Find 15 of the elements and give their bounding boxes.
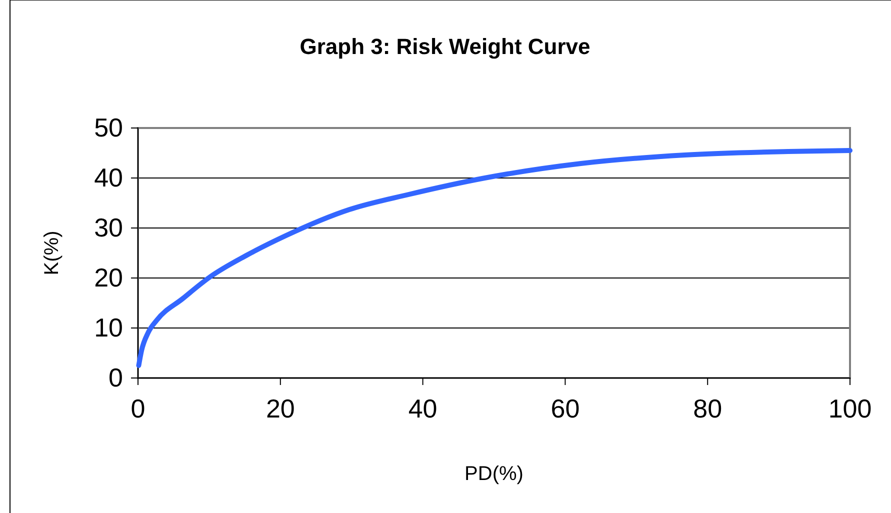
chart-title: Graph 3: Risk Weight Curve	[300, 34, 590, 59]
y-tick-label: 10	[94, 312, 123, 342]
y-tick-label: 0	[108, 362, 123, 392]
y-axis-title: K(%)	[41, 230, 63, 276]
y-tick-label: 30	[94, 212, 123, 242]
x-tick-label: 100	[828, 393, 872, 424]
y-tick-label: 40	[94, 162, 123, 192]
x-tick-label: 0	[130, 393, 146, 424]
x-tick-label: 80	[693, 393, 722, 424]
x-tick-label: 60	[550, 393, 580, 424]
x-tick-label: 20	[266, 393, 295, 424]
x-tick-label: 40	[408, 393, 438, 424]
x-axis-title: PD(%)	[464, 463, 524, 485]
y-tick-label: 50	[94, 112, 123, 142]
y-tick-label: 20	[94, 262, 123, 292]
